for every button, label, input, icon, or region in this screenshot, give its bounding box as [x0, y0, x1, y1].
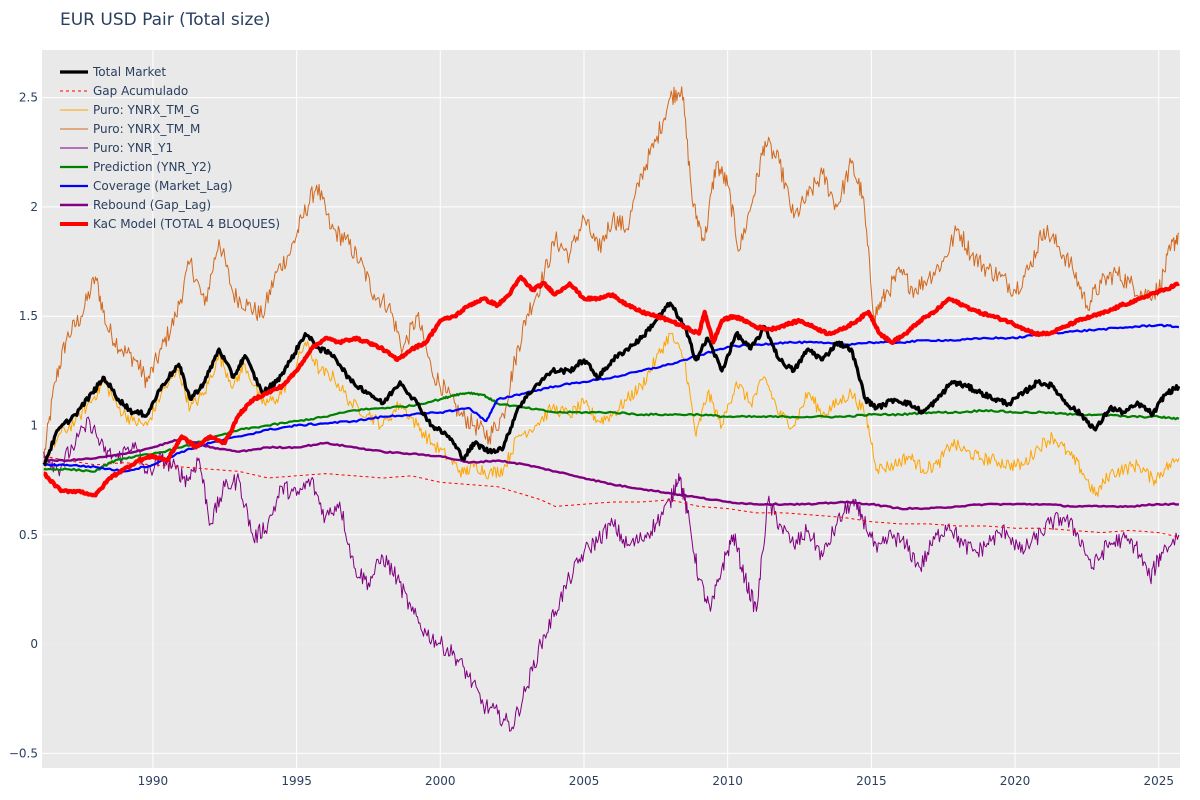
- gridlines: [42, 50, 1180, 768]
- series-group: [42, 86, 1180, 732]
- series-line-1: [43, 455, 1180, 538]
- series-line-0: [42, 301, 1180, 466]
- legend[interactable]: Total Market Gap Acumulado Puro: YNRX_TM_G…: [50, 60, 300, 235]
- series-line-6: [43, 323, 1180, 473]
- x-tick-label: 2015: [856, 774, 887, 788]
- y-tick-label: 0.5: [19, 528, 38, 542]
- x-tick-label: 2000: [425, 774, 456, 788]
- legend-item[interactable]: Rebound (Gap_Lag): [60, 198, 211, 212]
- plot-area: [42, 50, 1180, 768]
- legend-label: Gap Acumulado: [93, 84, 188, 98]
- y-tick-label: 0: [30, 637, 38, 651]
- legend-label: Prediction (YNR_Y2): [93, 160, 211, 174]
- y-tick-label: 1.5: [19, 309, 38, 323]
- x-tick-label: 1990: [138, 774, 169, 788]
- chart-title: EUR USD Pair (Total size): [60, 10, 270, 30]
- legend-item[interactable]: Puro: YNRX_TM_M: [60, 122, 200, 136]
- legend-label: Puro: YNRX_TM_M: [93, 122, 200, 136]
- x-tick-label: 2025: [1143, 774, 1174, 788]
- y-tick-label: 2.5: [19, 91, 38, 105]
- y-tick-label: 1: [30, 419, 38, 433]
- y-tick-label: −0.5: [9, 746, 38, 760]
- legend-item[interactable]: Coverage (Market_Lag): [60, 179, 233, 193]
- y-axis-ticks: −0.5 0 0.5 1 1.5 2 2.5: [9, 91, 38, 761]
- x-tick-label: 2005: [569, 774, 600, 788]
- legend-label: Rebound (Gap_Lag): [93, 198, 211, 212]
- legend-item[interactable]: KaC Model (TOTAL 4 BLOQUES): [60, 217, 280, 231]
- series-line-4: [43, 416, 1180, 732]
- y-tick-label: 2: [30, 200, 38, 214]
- x-tick-label: 1995: [281, 774, 312, 788]
- legend-label: Puro: YNR_Y1: [93, 141, 173, 155]
- series-line-7: [43, 437, 1180, 511]
- legend-item[interactable]: Prediction (YNR_Y2): [60, 160, 211, 174]
- x-tick-label: 2010: [712, 774, 743, 788]
- legend-item[interactable]: Total Market: [60, 65, 166, 79]
- x-axis-ticks: 1990 1995 2000 2005 2010 2015 2020 2025: [138, 774, 1174, 788]
- legend-item[interactable]: Puro: YNR_Y1: [60, 141, 173, 155]
- series-line-3: [43, 86, 1179, 459]
- legend-label: Coverage (Market_Lag): [93, 179, 233, 193]
- legend-label: KaC Model (TOTAL 4 BLOQUES): [93, 217, 280, 231]
- series-line-8: [43, 274, 1180, 498]
- legend-label: Puro: YNRX_TM_G: [93, 103, 199, 117]
- x-tick-label: 2020: [1000, 774, 1031, 788]
- legend-label: Total Market: [92, 65, 166, 79]
- series-line-2: [43, 332, 1180, 497]
- legend-item[interactable]: Gap Acumulado: [60, 84, 188, 98]
- legend-item[interactable]: Puro: YNRX_TM_G: [60, 103, 199, 117]
